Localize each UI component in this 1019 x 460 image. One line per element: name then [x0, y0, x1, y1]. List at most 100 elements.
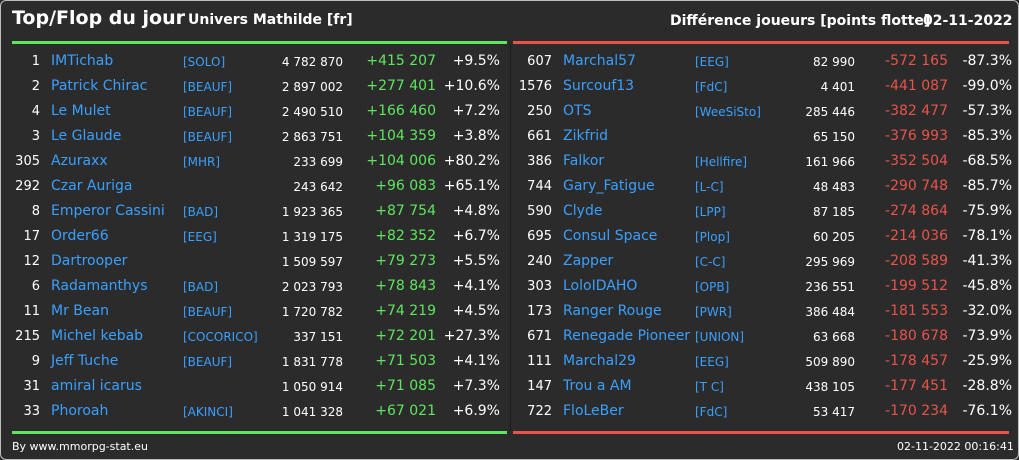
alliance-tag[interactable]: [L-C] [695, 180, 724, 194]
player-name[interactable]: Jeff Tuche [51, 353, 119, 369]
player-name[interactable]: Trou a AM [563, 378, 632, 394]
table-row: 386 Falkor [Hellfire] 161 966 -352 504 -68.5% [513, 149, 1013, 174]
alliance-tag[interactable]: [WeeSiSto] [695, 105, 761, 119]
alliance-tag[interactable]: [BEAUF] [183, 105, 233, 119]
player-name[interactable]: Consul Space [563, 228, 658, 244]
points-diff: -178 457 [885, 353, 948, 369]
percent-change: -85.7% [962, 178, 1012, 194]
alliance-tag[interactable]: [EEG] [695, 355, 729, 369]
alliance-tag[interactable]: [EEG] [695, 55, 729, 69]
player-name[interactable]: Marchal29 [563, 353, 636, 369]
alliance-tag[interactable]: [BAD] [183, 205, 219, 219]
percent-change: +6.9% [452, 403, 500, 419]
points-diff: -376 993 [885, 128, 948, 144]
alliance-tag[interactable]: [BEAUF] [183, 80, 233, 94]
player-points: 233 699 [293, 155, 343, 169]
percent-change: +5.5% [452, 253, 500, 269]
alliance-tag[interactable]: [LPP] [695, 205, 726, 219]
player-points: 1 720 782 [281, 305, 343, 319]
table-row: 147 Trou a AM [T C] 438 105 -177 451 -28.8% [513, 374, 1013, 399]
player-name[interactable]: Radamanthys [51, 278, 148, 294]
points-diff: +104 359 [366, 128, 436, 144]
alliance-tag[interactable]: [BEAUF] [183, 305, 233, 319]
player-name[interactable]: Dartrooper [51, 253, 128, 269]
player-name[interactable]: Zikfrid [563, 128, 609, 144]
percent-change: +4.5% [452, 303, 500, 319]
player-name[interactable]: FloLeBer [563, 403, 624, 419]
player-points: 53 417 [813, 405, 855, 419]
alliance-tag[interactable]: [PWR] [695, 305, 732, 319]
table-row: 9 Jeff Tuche [BEAUF] 1 831 778 +71 503 +4.1% [1, 349, 501, 374]
alliance-tag[interactable]: [T C] [695, 380, 724, 394]
alliance-tag[interactable]: [SOLO] [183, 55, 226, 69]
alliance-tag[interactable]: [OPB] [695, 280, 730, 294]
alliance-tag[interactable]: [FdC] [695, 80, 728, 94]
player-rank: 671 [527, 329, 552, 344]
alliance-tag[interactable]: [FdC] [695, 405, 728, 419]
player-name[interactable]: Gary_Fatigue [563, 178, 655, 194]
player-points: 87 185 [813, 205, 855, 219]
alliance-tag[interactable]: [MHR] [183, 155, 221, 169]
player-points: 2 490 510 [281, 105, 343, 119]
table-row: 292 Czar Auriga 243 642 +96 083 +65.1% [1, 174, 501, 199]
top-bottom-line [12, 431, 507, 434]
alliance-tag[interactable]: [Hellfire] [695, 155, 748, 169]
player-points: 285 446 [805, 105, 855, 119]
alliance-tag[interactable]: [UNION] [695, 330, 745, 344]
player-name[interactable]: Ranger Rouge [563, 303, 662, 319]
player-points: 4 782 870 [281, 55, 343, 69]
player-rank: 695 [527, 229, 552, 244]
player-name[interactable]: Clyde [563, 203, 603, 219]
percent-change: +9.5% [452, 53, 500, 69]
player-name[interactable]: Patrick Chirac [51, 78, 148, 94]
player-rank: 3 [31, 129, 40, 144]
table-row: 722 FloLeBer [FdC] 53 417 -170 234 -76.1% [513, 399, 1013, 424]
points-diff: +82 352 [375, 228, 436, 244]
points-diff: -177 451 [885, 378, 948, 394]
percent-change: +4.1% [452, 353, 500, 369]
player-name[interactable]: Czar Auriga [51, 178, 133, 194]
player-name[interactable]: Surcouf13 [563, 78, 635, 94]
alliance-tag[interactable]: [BEAUF] [183, 130, 233, 144]
player-name[interactable]: Order66 [51, 228, 109, 244]
points-diff: +79 273 [375, 253, 436, 269]
alliance-tag[interactable]: [BEAUF] [183, 355, 233, 369]
player-name[interactable]: Le Glaude [51, 128, 122, 144]
percent-change: -57.3% [962, 103, 1012, 119]
player-name[interactable]: Renegade Pioneer [563, 328, 691, 344]
table-row: 11 Mr Bean [BEAUF] 1 720 782 +74 219 +4.5% [1, 299, 501, 324]
percent-change: -87.3% [962, 53, 1012, 69]
player-name[interactable]: Azuraxx [51, 153, 108, 169]
points-diff: +166 460 [366, 103, 436, 119]
player-name[interactable]: IMTichab [51, 53, 114, 69]
alliance-tag[interactable]: [BAD] [183, 280, 219, 294]
player-name[interactable]: Emperor Cassini [51, 203, 165, 219]
player-name[interactable]: LoloIDAHO [563, 278, 638, 294]
table-row: 695 Consul Space [Plop] 60 205 -214 036 -78.1… [513, 224, 1013, 249]
player-points: 243 642 [293, 180, 343, 194]
player-name[interactable]: Mr Bean [51, 303, 109, 319]
player-points: 1 923 365 [281, 205, 343, 219]
player-name[interactable]: Falkor [563, 153, 605, 169]
table-row: 1576 Surcouf13 [FdC] 4 401 -441 087 -99.0% [513, 74, 1013, 99]
player-rank: 607 [527, 54, 552, 69]
player-name[interactable]: Le Mulet [51, 103, 111, 119]
percent-change: -99.0% [962, 78, 1012, 94]
alliance-tag[interactable]: [C-C] [695, 255, 726, 269]
player-name[interactable]: Zapper [563, 253, 614, 269]
player-name[interactable]: Michel kebab [51, 328, 144, 344]
points-diff: -441 087 [885, 78, 948, 94]
alliance-tag[interactable]: [Plop] [695, 230, 730, 244]
player-points: 438 105 [805, 380, 855, 394]
alliance-tag[interactable]: [COCORICO] [183, 330, 258, 344]
player-rank: 661 [527, 129, 552, 144]
player-name[interactable]: Phoroah [51, 403, 109, 419]
player-name[interactable]: amiral icarus [51, 378, 142, 394]
alliance-tag[interactable]: [AKINCI] [183, 405, 233, 419]
footer-timestamp: 02-11-2022 00:16:41 [897, 440, 1014, 453]
player-name[interactable]: Marchal57 [563, 53, 636, 69]
player-name[interactable]: OTS [563, 103, 592, 119]
table-row: 1 IMTichab [SOLO] 4 782 870 +415 207 +9.5% [1, 49, 501, 74]
alliance-tag[interactable]: [EEG] [183, 230, 217, 244]
